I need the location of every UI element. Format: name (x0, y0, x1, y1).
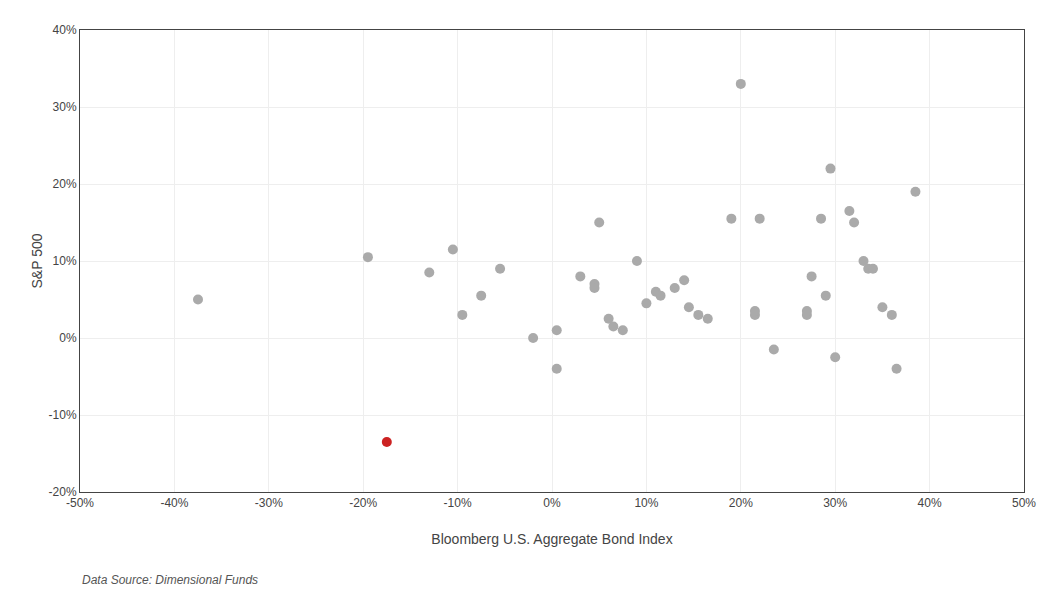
svg-text:-20%: -20% (349, 496, 377, 510)
svg-text:20%: 20% (729, 496, 753, 510)
svg-text:Bloomberg U.S. Aggregate Bond: Bloomberg U.S. Aggregate Bond Index (431, 531, 672, 547)
svg-text:0%: 0% (59, 331, 77, 345)
svg-text:-20%: -20% (49, 485, 77, 499)
svg-text:Data Source: Dimensional Funds: Data Source: Dimensional Funds (82, 573, 258, 587)
svg-text:-10%: -10% (49, 408, 77, 422)
svg-text:30%: 30% (823, 496, 847, 510)
svg-text:-30%: -30% (255, 496, 283, 510)
svg-text:30%: 30% (53, 100, 77, 114)
svg-text:0%: 0% (543, 496, 561, 510)
svg-text:-40%: -40% (160, 496, 188, 510)
svg-text:10%: 10% (634, 496, 658, 510)
svg-text:S&P 500: S&P 500 (29, 233, 45, 288)
svg-text:-10%: -10% (444, 496, 472, 510)
svg-text:20%: 20% (53, 177, 77, 191)
svg-text:40%: 40% (53, 23, 77, 37)
svg-text:10%: 10% (53, 254, 77, 268)
svg-text:40%: 40% (918, 496, 942, 510)
svg-text:-50%: -50% (66, 496, 94, 510)
svg-text:50%: 50% (1012, 496, 1036, 510)
